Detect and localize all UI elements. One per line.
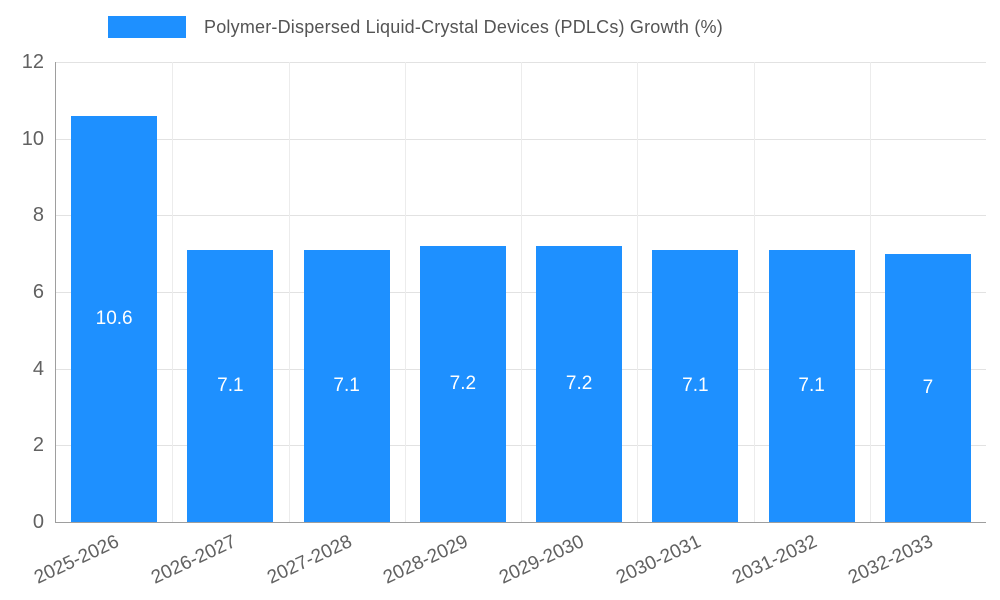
bar-2029-2030[interactable]: 7.2 — [536, 246, 623, 522]
vertical-gridline — [521, 62, 522, 522]
vertical-gridline — [753, 62, 755, 522]
bar-2025-2026[interactable]: 10.6 — [71, 115, 158, 522]
bar-value-label: 7 — [922, 376, 934, 398]
bar-value-label: 7.1 — [217, 374, 244, 396]
vertical-gridline — [288, 62, 290, 522]
y-tick-label: 12 — [21, 51, 44, 73]
vertical-gridline — [869, 62, 871, 522]
y-tick-label: 10 — [21, 127, 44, 150]
x-tick-label: 2025-2026 — [31, 531, 123, 589]
x-tick-label: 2030-2031 — [612, 531, 704, 589]
bar-value-label: 7.1 — [682, 374, 709, 396]
y-tick-label: 6 — [32, 281, 44, 303]
bar-value-label: 7.1 — [798, 374, 825, 396]
plot-area: 0 2 4 6 8 10 12 10.6 2025-2026 7.1 2026-2027 7.1 202… — [22, 52, 986, 589]
y-tick-label: 8 — [32, 204, 44, 227]
bar-2028-2029[interactable]: 7.2 — [419, 246, 506, 522]
x-tick-label: 2031-2032 — [728, 531, 821, 589]
x-tick-label: 2029-2030 — [496, 531, 588, 589]
x-tick-label: 2027-2028 — [263, 531, 356, 589]
bar-2027-2028[interactable]: 7.1 — [303, 249, 390, 522]
y-tick-label: 2 — [32, 434, 44, 457]
x-tick-label: 2032-2033 — [845, 531, 937, 589]
chart-legend: Polymer-Dispersed Liquid-Crystal Devices… — [108, 16, 723, 38]
chart-title: Polymer-Dispersed Liquid-Crystal Devices… — [204, 16, 723, 37]
bar-2032-2033[interactable]: 7 — [884, 253, 971, 522]
bar-2030-2031[interactable]: 7.1 — [652, 249, 739, 522]
bar-value-label: 7.1 — [333, 374, 360, 396]
vertical-gridline — [172, 62, 174, 522]
vertical-gridline — [637, 62, 639, 522]
bar-value-label: 7.2 — [565, 373, 593, 394]
y-tick-label: 0 — [32, 511, 44, 533]
y-tick-label: 4 — [32, 357, 44, 380]
vertical-gridline — [404, 62, 406, 522]
bar-2026-2027[interactable]: 7.1 — [187, 249, 274, 522]
legend-swatch — [108, 16, 186, 38]
bar-value-label: 10.6 — [95, 307, 133, 329]
x-tick-label: 2028-2029 — [380, 531, 472, 589]
bar-value-label: 7.2 — [449, 373, 477, 394]
x-tick-label: 2026-2027 — [147, 531, 239, 589]
bar-2031-2032[interactable]: 7.1 — [768, 249, 855, 522]
